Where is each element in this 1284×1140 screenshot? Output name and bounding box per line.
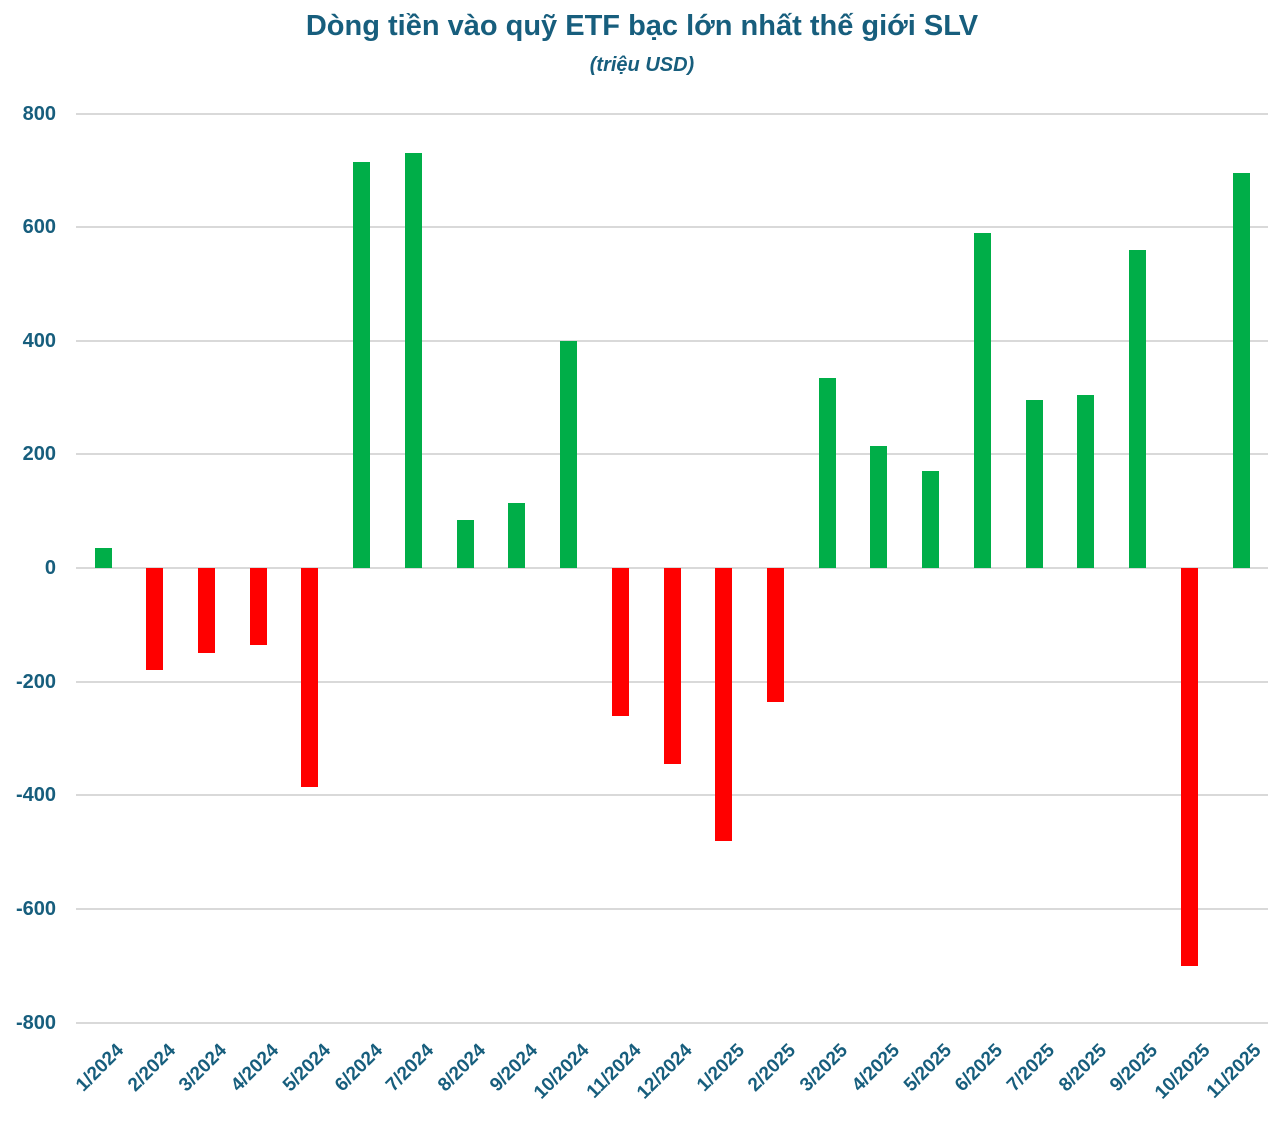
gridline-800 (76, 112, 1268, 115)
bar-4-2024 (249, 568, 267, 645)
y-axis-label-0: 0 (44, 557, 56, 579)
chart-subtitle: (triệu USD) (589, 54, 695, 76)
bar-8-2025 (1077, 394, 1095, 568)
bar-2-2025 (766, 568, 784, 702)
gridline--400 (76, 794, 1268, 797)
bar-11-2024 (611, 568, 629, 716)
y-axis-label-200: 200 (22, 443, 56, 466)
chart-title: Dòng tiền vào quỹ ETF bạc lớn nhất thế g… (305, 10, 979, 42)
gridline-200 (76, 453, 1268, 456)
gridline-600 (76, 226, 1268, 229)
bar-7-2024 (404, 153, 422, 568)
bar-3-2024 (197, 568, 215, 654)
bar-4-2025 (870, 445, 888, 568)
bar-5-2024 (301, 568, 319, 787)
y-axis-label-800: 800 (22, 102, 56, 125)
bar-2-2024 (146, 568, 164, 671)
gridline--600 (76, 907, 1268, 910)
bar-5-2025 (922, 471, 940, 568)
bar-6-2024 (353, 161, 371, 568)
y-axis-label-400: 400 (22, 329, 56, 352)
gridline--800 (76, 1021, 1268, 1024)
bar-11-2025 (1232, 173, 1250, 568)
y-axis-label--600: -600 (15, 897, 56, 920)
y-axis-label-600: 600 (22, 216, 56, 239)
bar-1-2024 (94, 548, 112, 568)
gridline-400 (76, 339, 1268, 342)
bar-3-2025 (818, 377, 836, 568)
y-axis-label--400: -400 (15, 784, 56, 807)
y-axis-label--800: -800 (15, 1011, 56, 1034)
bar-9-2024 (508, 502, 526, 568)
bar-6-2025 (973, 232, 991, 568)
bar-12-2024 (663, 568, 681, 764)
bar-10-2024 (560, 340, 578, 568)
bar-10-2025 (1180, 568, 1198, 966)
y-axis-label--200: -200 (15, 670, 56, 693)
bar-8-2024 (456, 519, 474, 568)
bar-7-2025 (1025, 400, 1043, 568)
bar-9-2025 (1129, 249, 1147, 568)
bar-1-2025 (715, 568, 733, 841)
